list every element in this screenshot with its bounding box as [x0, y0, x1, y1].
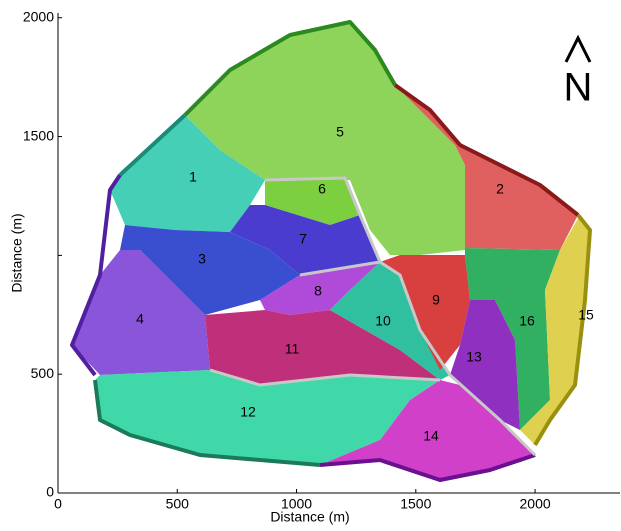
map: 12345678910111213141516 N Distance (m) D…: [0, 0, 621, 526]
y-tick-label: 500: [31, 365, 55, 381]
region-label: 14: [423, 428, 439, 444]
x-tick-label: 500: [166, 496, 190, 512]
region-label: 16: [519, 313, 535, 329]
x-tick-label: 0: [54, 496, 62, 512]
region-label: 2: [496, 181, 504, 197]
region-label: 9: [432, 292, 440, 308]
north-arrow: [566, 38, 590, 62]
region-label: 7: [299, 231, 307, 247]
north-label: N: [564, 66, 593, 110]
region-label: 6: [318, 181, 326, 197]
y-tick-label: 2000: [23, 8, 54, 24]
region-label: 3: [198, 251, 206, 267]
region-label: 10: [375, 313, 391, 329]
region-label: 4: [136, 311, 144, 327]
region-label: 5: [336, 124, 344, 140]
y-axis-label: Distance (m): [9, 213, 25, 292]
region-label: 13: [466, 349, 482, 365]
y-tick-label: 1500: [23, 127, 54, 143]
region-label: 15: [578, 307, 594, 323]
region-label: 11: [285, 341, 300, 357]
region-label: 8: [314, 283, 322, 299]
y-tick-label: 0: [46, 484, 54, 500]
region-label: 12: [240, 404, 256, 420]
region-label: 1: [189, 169, 197, 185]
x-tick-label: 1500: [400, 496, 431, 512]
x-tick-label: 1000: [281, 496, 312, 512]
regions: [72, 22, 590, 480]
x-tick-label: 2000: [520, 496, 551, 512]
